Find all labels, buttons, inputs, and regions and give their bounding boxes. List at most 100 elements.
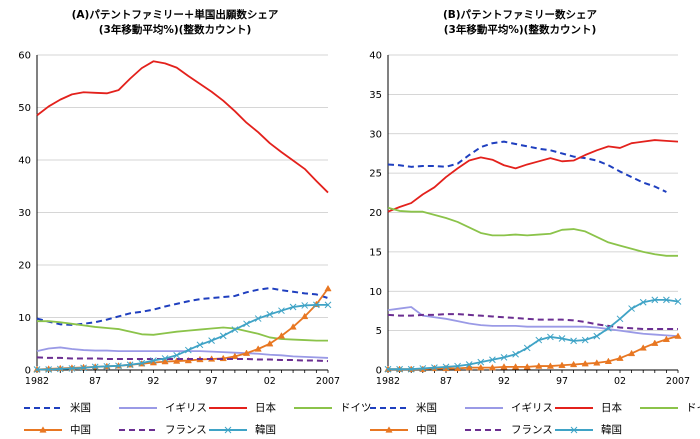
chart-a-series-6-point-12-stroke-2 — [173, 351, 181, 359]
legend-a-label-3: ドイツ — [340, 402, 372, 414]
chart-b-series-6-point-21-stroke-2 — [628, 305, 635, 312]
chart-b-series-6-point-20-stroke-2 — [616, 315, 624, 323]
chart-a-series-6-point-4-stroke-2 — [80, 364, 87, 372]
chart-a-series-6-point-17 — [231, 326, 239, 333]
chart-a-series-6-point-14 — [196, 341, 204, 349]
chart-a-series-6-point-4 — [80, 364, 87, 372]
chart-a-y-tick-label-3: 30 — [18, 208, 31, 219]
chart-a-series-6-point-23-stroke-2 — [301, 302, 309, 309]
chart-b-series-4-point-25 — [674, 332, 682, 339]
chart-a-series-4-point-25 — [324, 284, 332, 292]
chart-b-series-6-point-1 — [396, 365, 403, 373]
chart-a-series-6-point-20-stroke-2 — [266, 310, 274, 318]
chart-a-series-6-point-5 — [91, 363, 99, 371]
chart-a-series-4-point-13 — [184, 356, 192, 364]
legend-a-label-1: イギリス — [165, 402, 207, 414]
chart-b-series-6-point-3-stroke-2 — [419, 365, 427, 372]
chart-a-series-6-point-21-stroke-2 — [278, 307, 285, 315]
chart-a-series-6-line — [37, 304, 328, 371]
chart-a-series-6-point-20 — [266, 310, 274, 318]
chart-b-series-6 — [384, 296, 682, 373]
chart-a-series-6-point-3-stroke-2 — [68, 365, 76, 372]
chart-b-series-6-point-21 — [628, 305, 635, 312]
chart-a-series-4-point-23 — [301, 312, 309, 320]
chart-b-series-6-point-17 — [581, 336, 589, 344]
chart-b-series-6-point-8 — [477, 358, 485, 366]
chart-a-series-6-point-13-stroke-2 — [184, 346, 192, 354]
chart-b-series-4-point-23 — [651, 339, 659, 346]
chart-b-series-6-point-15-stroke-2 — [558, 335, 566, 342]
chart-b-title: (B)パテントファミリー数シェア — [442, 9, 598, 21]
chart-a-series-6-point-17-stroke-2 — [231, 326, 239, 333]
legend-a-swatch-marker-6 — [224, 426, 232, 434]
chart-b-series-6-point-24 — [663, 296, 670, 304]
chart-a-series-6-point-1 — [45, 366, 52, 373]
chart-a-series-6-point-10 — [150, 357, 157, 364]
chart-a-series-5-line — [36, 356, 329, 363]
chart-a-series-6-point-6-stroke-2 — [103, 362, 111, 370]
chart-b-series-6-point-5-stroke-2 — [442, 363, 450, 371]
legend-b-label-3: ドイツ — [686, 402, 700, 414]
chart-b-series-4-line — [388, 335, 679, 371]
chart-a-series-6-point-1-stroke-2 — [45, 366, 52, 373]
chart-a-series-3-line — [37, 320, 328, 342]
legend-a-swatch-6 — [209, 426, 247, 434]
legend-b-label-0: 米国 — [416, 402, 437, 414]
chart-b-series-4-point-11 — [511, 363, 520, 370]
chart-b-series-4-point-9 — [488, 363, 497, 371]
chart-a-series-0 — [36, 287, 329, 326]
chart-b-series-4-point-10 — [500, 363, 508, 370]
chart-b-y-tick-label-8: 40 — [369, 51, 382, 62]
chart-a-series-6-point-24-stroke-2 — [313, 301, 320, 309]
chart-a-x-tick-label-0: 1982 — [25, 376, 49, 387]
legend-a-swatch-5 — [119, 429, 157, 431]
chart-b-y-tick-label-0: 0 — [376, 366, 382, 377]
chart-b-y-tick-label-7: 35 — [369, 90, 382, 101]
chart-b-series-6-point-18 — [593, 332, 601, 340]
legend-b-swatch-2 — [555, 407, 593, 409]
chart-a-y-tick-label-1: 10 — [18, 313, 31, 324]
chart-b-series-6-point-25-stroke-2 — [674, 298, 682, 305]
chart-a-series-6-point-16-stroke-2 — [219, 332, 227, 340]
legend-b-swatch-marker-6 — [570, 426, 578, 434]
chart-b-series-6-point-13-stroke-2 — [535, 336, 543, 344]
chart-a-series-6-point-24 — [313, 301, 320, 309]
legend-b-label-4: 中国 — [416, 424, 437, 436]
chart-b-series-3-line — [387, 206, 678, 257]
chart-b-series-4 — [384, 332, 682, 372]
chart-a-series-6-point-15-stroke-2 — [208, 337, 215, 344]
chart-b-series-6-point-23 — [651, 296, 659, 304]
chart-b-series-6-point-5 — [442, 363, 450, 371]
chart-a-series-6-point-11-stroke-2 — [161, 355, 169, 362]
chart-b-series-6-point-22-stroke-2 — [639, 298, 647, 306]
chart-a-series-6-point-11 — [161, 355, 169, 362]
chart-b-series-6-point-12-stroke-2 — [523, 344, 531, 352]
chart-b-series-6-point-11-stroke-2 — [512, 350, 519, 358]
chart-a-series-5 — [36, 356, 329, 363]
chart-a-series-6-point-19 — [254, 315, 262, 322]
chart-a-series-6-point-12 — [173, 351, 181, 359]
chart-a-title: (A)パテントファミリー＋単国出願数シェア — [71, 9, 279, 21]
chart-b-series-6-point-25 — [674, 298, 682, 305]
chart-a-y-tick-label-0: 0 — [25, 366, 31, 377]
chart-b-series-6-point-22 — [639, 298, 647, 306]
chart-a-series-6-point-25-stroke-2 — [324, 301, 332, 309]
chart-a-series-1 — [36, 346, 329, 359]
chart-a-series-4-point-22 — [289, 323, 297, 330]
legend-a-swatch-2 — [209, 407, 247, 409]
chart-a-series-4-point-20 — [266, 340, 274, 347]
chart-b-series-6-point-24-stroke-2 — [663, 296, 670, 304]
legend-a-label-2: 日本 — [255, 402, 276, 414]
chart-a-series-0-line — [36, 287, 329, 326]
chart-a-series-4-point-11 — [161, 357, 169, 365]
chart-b-series-4-point-8 — [477, 363, 485, 371]
chart-b-series-6-point-16 — [570, 337, 577, 345]
legend-a-swatch-3 — [294, 407, 332, 409]
legend-b-swatch-3 — [640, 407, 678, 409]
chart-b-series-4-point-20 — [616, 354, 624, 361]
chart-b-series-6-point-14 — [547, 333, 554, 341]
chart-b-x-tick-label-2: 92 — [498, 376, 510, 387]
legend-a-label-6: 韓国 — [255, 424, 276, 436]
chart-a-subtitle: (3年移動平均%)(整数カウント) — [98, 24, 252, 36]
chart-a-series-2-line — [36, 60, 329, 194]
